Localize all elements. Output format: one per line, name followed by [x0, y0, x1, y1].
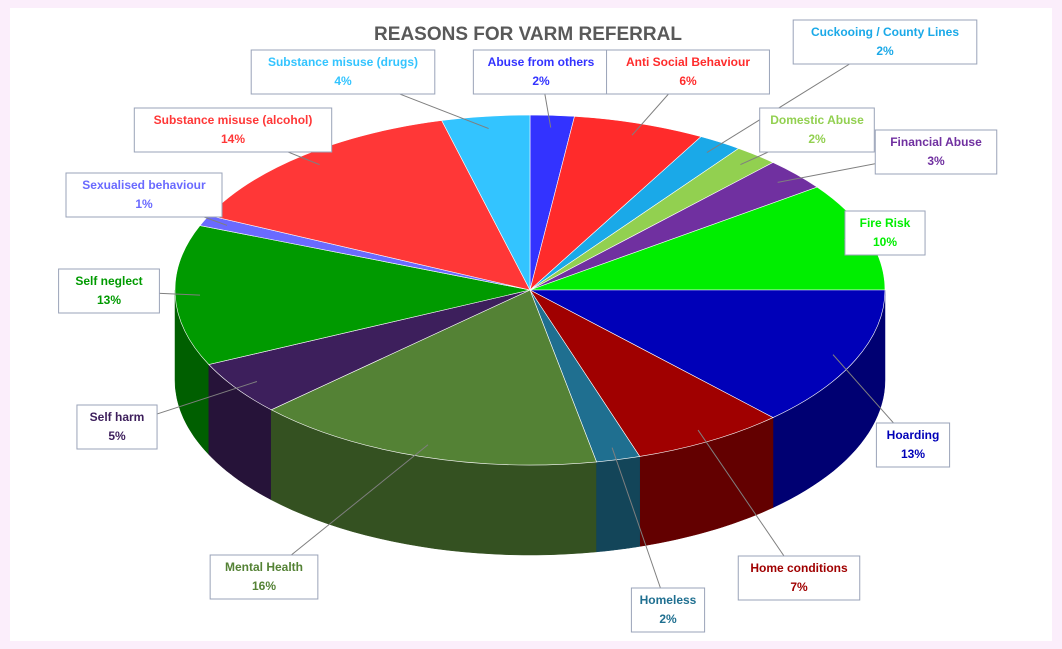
value-label: 5% — [108, 429, 126, 443]
value-label: 4% — [334, 74, 352, 88]
category-label: Cuckooing / County Lines — [811, 25, 959, 39]
label-box — [844, 210, 926, 256]
label-box — [58, 268, 160, 314]
value-label: 3% — [927, 154, 945, 168]
category-label: Fire Risk — [860, 216, 911, 230]
label-box — [759, 107, 875, 153]
category-label: Homeless — [640, 593, 697, 607]
slice — [208, 120, 531, 291]
value-label: 13% — [901, 447, 925, 461]
value-label: 2% — [532, 74, 550, 88]
category-label: Self neglect — [75, 274, 142, 288]
category-label: Home conditions — [750, 561, 848, 575]
label-box — [792, 19, 978, 65]
leader-line — [697, 429, 800, 579]
label-box — [630, 587, 706, 633]
category-label: Substance misuse (drugs) — [268, 55, 418, 69]
label-box — [76, 404, 158, 450]
category-label: Abuse from others — [488, 55, 595, 69]
leader-line — [611, 447, 669, 611]
label-box — [209, 554, 319, 600]
category-label: Anti Social Behaviour — [626, 55, 750, 69]
labels: Abuse from others 2% Anti Social Behaviour… — [58, 19, 998, 633]
value-label: 7% — [790, 580, 808, 594]
category-label: Domestic Abuse — [770, 113, 864, 127]
slice — [174, 225, 531, 365]
value-label: 14% — [221, 132, 245, 146]
chart-title: REASONS FOR VARM REFERRAL — [374, 24, 682, 45]
slice — [529, 289, 774, 457]
slice-side — [596, 456, 640, 553]
label-box — [875, 422, 951, 468]
slice — [529, 289, 886, 418]
label-box — [606, 49, 770, 95]
category-label: Financial Abuse — [890, 135, 982, 149]
sides — [174, 289, 886, 556]
category-label: Sexualised behaviour — [82, 178, 206, 192]
label-box — [472, 49, 610, 95]
category-label: Mental Health — [225, 560, 303, 574]
value-label: 16% — [252, 579, 276, 593]
tops — [174, 114, 886, 466]
category-label: Substance misuse (alcohol) — [154, 113, 313, 127]
value-label: 2% — [808, 132, 826, 146]
value-label: 2% — [876, 44, 894, 58]
slice — [270, 289, 597, 466]
value-label: 1% — [135, 197, 153, 211]
label-box — [874, 129, 998, 175]
label-box — [133, 107, 333, 153]
label-box — [737, 555, 861, 601]
category-label: Hoarding — [887, 428, 940, 442]
label-box — [65, 172, 223, 218]
slice — [529, 116, 702, 291]
value-label: 6% — [679, 74, 697, 88]
slice — [441, 114, 531, 291]
value-label: 10% — [873, 235, 897, 249]
value-label: 2% — [659, 612, 677, 626]
category-label: Self harm — [90, 410, 145, 424]
label-box — [250, 49, 436, 95]
value-label: 13% — [97, 293, 121, 307]
